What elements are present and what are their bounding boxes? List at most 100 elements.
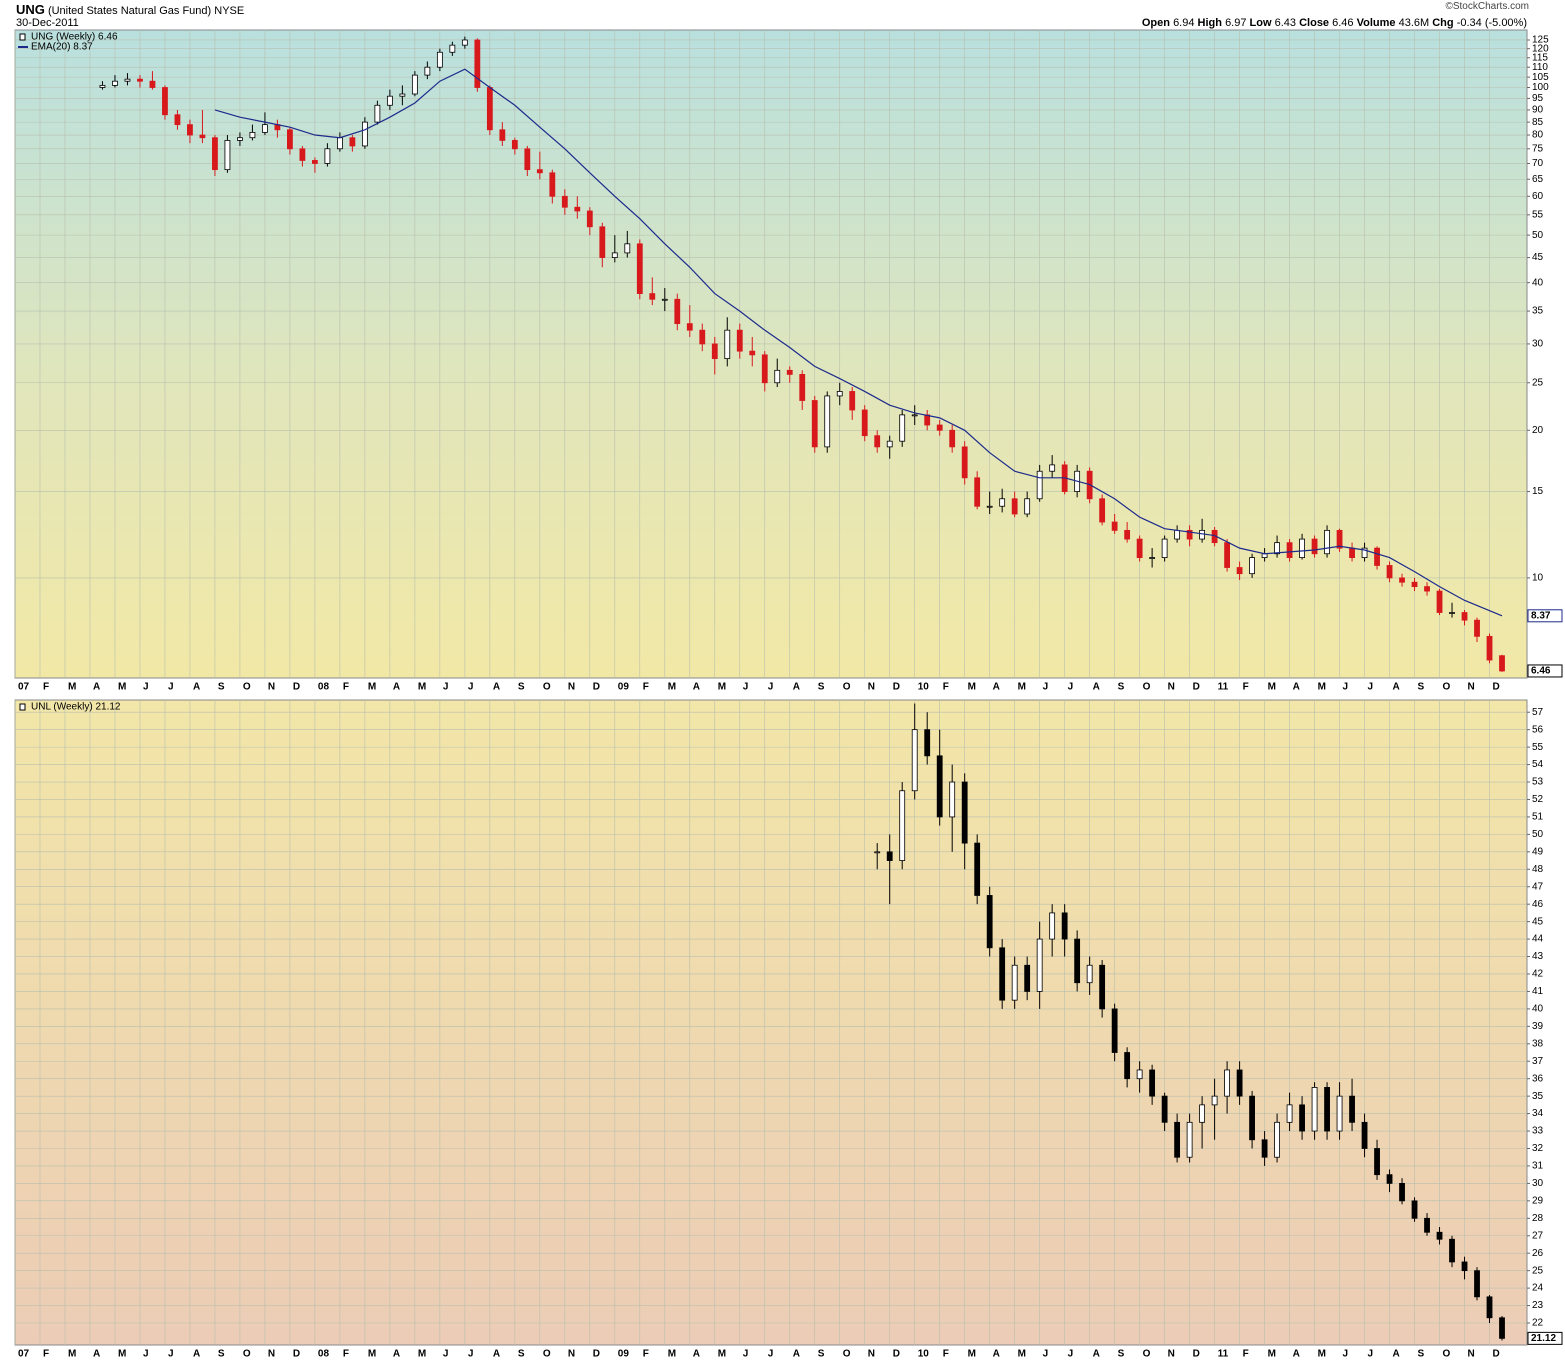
y-tick-label: 56: [1532, 724, 1544, 735]
x-tick-label: A: [1093, 1349, 1100, 1360]
y-tick-label: 39: [1532, 1021, 1544, 1032]
x-tick-label: O: [543, 1349, 551, 1360]
candle-body: [99, 84, 106, 88]
y-tick-label: 25: [1532, 377, 1544, 388]
candle-body: [262, 124, 268, 133]
x-tick-label: A: [693, 1349, 700, 1360]
y-tick-label: 50: [1532, 230, 1544, 241]
candle-body: [1374, 547, 1380, 566]
y-tick-label: 44: [1532, 934, 1544, 945]
y-tick-label: 40: [1532, 277, 1544, 288]
candle-body: [1124, 1052, 1131, 1080]
y-tick-label: 57: [1532, 707, 1544, 718]
candle-body: [336, 137, 343, 150]
candle-body: [1324, 529, 1330, 555]
candle-body: [349, 137, 356, 147]
candle-body: [1099, 498, 1106, 523]
candle-body: [1174, 1121, 1181, 1158]
candle-body: [1461, 1261, 1468, 1272]
y-tick-label: 38: [1532, 1038, 1544, 1049]
candle-body: [1374, 1148, 1380, 1176]
candle-body: [961, 781, 968, 844]
candle-body: [1299, 538, 1305, 559]
candle-body: [1499, 655, 1505, 672]
candle-body: [1199, 529, 1206, 540]
candle-body: [986, 895, 993, 949]
y-tick-label: 75: [1532, 143, 1544, 154]
y-tick-label: 40: [1532, 1004, 1544, 1015]
candle-body: [1361, 547, 1368, 559]
candle-body: [1249, 1095, 1255, 1141]
candle-body: [986, 505, 993, 508]
x-tick-label: 11: [1218, 1349, 1229, 1360]
x-tick-label: S: [818, 682, 825, 693]
y-tick-label: 60: [1532, 191, 1544, 202]
candle-body: [836, 391, 843, 397]
candle-body: [686, 323, 693, 331]
x-tick-label: J: [1068, 682, 1074, 693]
x-tick-label: J: [1368, 682, 1374, 693]
y-tick-label: 34: [1532, 1108, 1544, 1119]
candle-body: [361, 121, 368, 147]
candle-body: [961, 446, 968, 479]
candle-body: [499, 129, 506, 141]
y-tick-label: 20: [1532, 425, 1544, 436]
quote-label: Volume: [1356, 17, 1396, 29]
x-tick-label: A: [393, 1349, 400, 1360]
candle-body: [287, 129, 293, 150]
candle-body: [1286, 542, 1293, 559]
candle-body: [1436, 1231, 1443, 1240]
x-tick-label: A: [93, 682, 100, 693]
y-tick-label: 29: [1532, 1195, 1544, 1206]
candle-body: [1049, 912, 1056, 940]
candle-body: [949, 781, 956, 818]
candle-body: [974, 842, 981, 896]
x-tick-label: O: [1443, 1349, 1451, 1360]
candle-body: [1136, 1069, 1143, 1080]
candle-body: [974, 477, 981, 507]
y-tick-label: 52: [1532, 794, 1544, 805]
x-tick-label: O: [543, 682, 551, 693]
y-tick-label: 90: [1532, 105, 1544, 116]
x-tick-label: A: [1293, 1349, 1300, 1360]
y-tick-label: 31: [1532, 1161, 1544, 1172]
y-tick-label: 43: [1532, 951, 1544, 962]
candle-body: [761, 354, 768, 384]
candle-body: [1111, 521, 1118, 531]
y-tick-label: 46: [1532, 899, 1544, 910]
candle-body: [1149, 557, 1156, 560]
plot-background: [14, 29, 1528, 679]
y-tick-label: 23: [1532, 1300, 1544, 1311]
x-tick-label: A: [1393, 682, 1400, 693]
y-tick-label: 42: [1532, 969, 1544, 980]
x-tick-label: J: [1343, 682, 1349, 693]
x-tick-label: O: [243, 682, 251, 693]
quote-value: 43.6M: [1398, 17, 1430, 29]
x-tick-label: S: [818, 1349, 825, 1360]
candle-body: [661, 298, 668, 301]
x-tick-label: J: [443, 682, 449, 693]
candle-body: [461, 39, 468, 46]
candle-body: [524, 148, 531, 171]
candle-body: [1311, 1087, 1318, 1132]
candle-body: [1011, 498, 1018, 515]
y-tick-label: 45: [1532, 252, 1544, 263]
candle-body: [774, 369, 781, 384]
x-tick-label: F: [1243, 682, 1249, 693]
candle-body: [911, 414, 918, 417]
y-tick-label: 65: [1532, 174, 1544, 185]
candle-body: [299, 148, 306, 161]
x-tick-label: O: [1143, 682, 1151, 693]
candle-body: [1424, 1217, 1430, 1233]
candle-body: [1186, 529, 1193, 540]
x-tick-label: A: [993, 1349, 1000, 1360]
y-tick-label: 45: [1532, 916, 1544, 927]
legend-label: UNG (Weekly) 6.46: [31, 32, 118, 43]
candle-body: [1449, 612, 1455, 614]
ema-line: [214, 68, 1503, 617]
x-tick-label: A: [1293, 682, 1300, 693]
candle-body: [1349, 1095, 1355, 1123]
x-tick-label: O: [1143, 1349, 1151, 1360]
x-tick-label: M: [68, 1349, 76, 1360]
candle-body: [237, 137, 243, 141]
